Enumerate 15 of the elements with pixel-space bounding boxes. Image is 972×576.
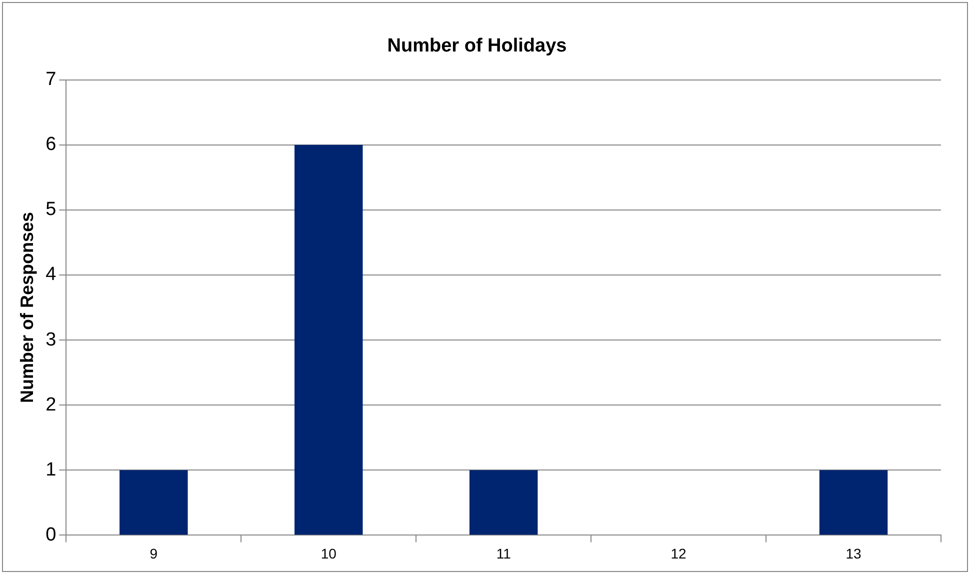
y-tick-label: 6 — [46, 134, 56, 156]
y-tick-label: 0 — [46, 524, 56, 546]
x-tick-label: 11 — [496, 545, 512, 562]
x-tick-label: 10 — [320, 545, 337, 562]
y-tick-label: 4 — [46, 264, 57, 286]
x-tick-label: 9 — [150, 545, 158, 562]
y-axis-title: Number of Responses — [16, 212, 37, 404]
y-tick-label: 5 — [46, 199, 56, 220]
x-tick-label: 13 — [846, 545, 862, 562]
y-tick-label: 2 — [46, 394, 56, 416]
x-tick-label: 12 — [670, 545, 687, 562]
chart-title: Number of Holidays — [387, 36, 567, 57]
y-tick-label: 1 — [46, 459, 56, 480]
y-tick-label: 3 — [46, 329, 56, 350]
y-tick-label: 7 — [46, 69, 56, 90]
